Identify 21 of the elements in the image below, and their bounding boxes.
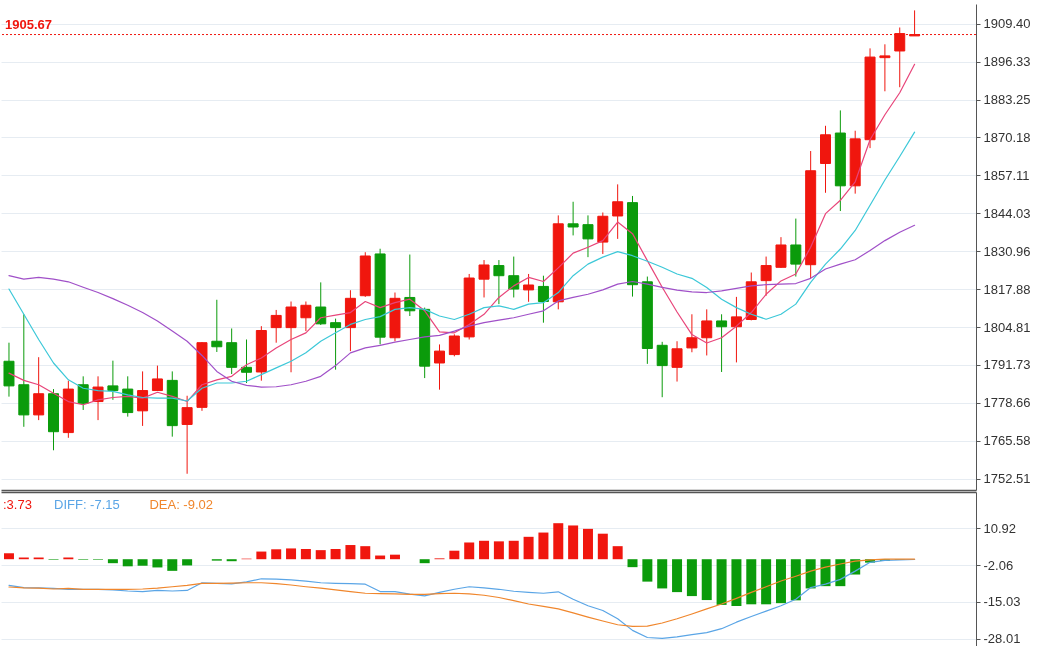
y-tick-label: 1909.40 xyxy=(983,16,1031,32)
annotation: :3.73 xyxy=(3,497,32,512)
y-tick-label: 1791.73 xyxy=(983,357,1031,373)
y-tick-label: 1830.96 xyxy=(983,243,1031,259)
y-tick-label: 1870.18 xyxy=(983,129,1031,145)
y-tick-label: 1752.51 xyxy=(983,471,1031,487)
y-tick-label: 1804.81 xyxy=(983,319,1031,335)
y-tick-label: 1817.88 xyxy=(983,281,1031,297)
ref-line-label: 1905.67 xyxy=(5,16,52,32)
y-tick-label: 1857.11 xyxy=(983,167,1030,183)
y-tick-label: 1844.03 xyxy=(983,205,1031,221)
y-tick-label: 1778.66 xyxy=(983,395,1031,411)
annotation: DIFF: -7.15 xyxy=(54,497,120,512)
annotation: DEA: -9.02 xyxy=(149,497,213,512)
y-tick-label: 1765.58 xyxy=(983,433,1031,449)
y-tick-label: -2.06 xyxy=(983,557,1014,573)
y-tick-label: 1883.25 xyxy=(983,92,1031,108)
y-tick-label: -15.03 xyxy=(983,594,1021,610)
y-tick-label: 10.92 xyxy=(983,520,1017,536)
y-tick-label: 1896.33 xyxy=(983,54,1031,70)
y-tick-label: -28.01 xyxy=(983,631,1021,646)
